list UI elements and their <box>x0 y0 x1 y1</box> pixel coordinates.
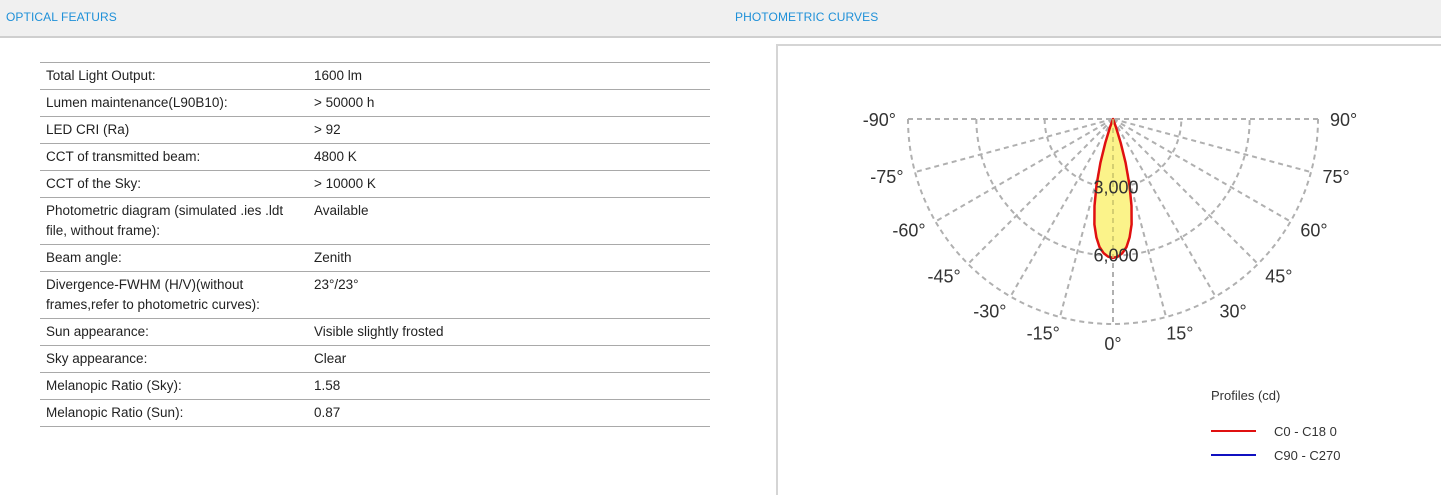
polar-grid-spoke <box>1112 118 1259 265</box>
spec-value: Clear <box>308 345 710 373</box>
spec-label: Sky appearance: <box>40 345 308 373</box>
angle-label-left: -45° <box>928 266 961 286</box>
angle-label-right: 15° <box>1166 323 1193 343</box>
spec-label: CCT of transmitted beam: <box>40 143 308 171</box>
polar-grid-arc <box>1043 118 1183 189</box>
spec-value: 1600 lm <box>308 62 710 90</box>
polar-grid-arc <box>975 118 1251 257</box>
angle-label-right: 75° <box>1322 167 1349 187</box>
polar-grid-spoke <box>1112 118 1217 298</box>
polar-grid-arc <box>907 118 1319 325</box>
angle-label-left: -15° <box>1027 323 1060 343</box>
spec-value: 4800 K <box>308 143 710 171</box>
angle-label-right: 90° <box>1330 110 1357 130</box>
spec-row: CCT of transmitted beam: 4800 K <box>40 143 710 171</box>
polar-grid-spoke <box>914 118 1114 174</box>
spec-label: Total Light Output: <box>40 62 308 90</box>
optical-features-title: OPTICAL FEATURS <box>6 10 117 24</box>
angle-label-right: 60° <box>1300 221 1327 241</box>
legend-label: C0 - C18 0 <box>1274 424 1337 439</box>
spec-label: Photometric diagram (simulated .ies .ldt… <box>40 197 308 245</box>
spec-row: Sun appearance: Visible slightly frosted <box>40 318 710 346</box>
spec-row: Beam angle: Zenith <box>40 244 710 272</box>
spec-row: Photometric diagram (simulated .ies .ldt… <box>40 197 710 245</box>
spec-value: > 10000 K <box>308 170 710 198</box>
spec-row: Sky appearance: Clear <box>40 345 710 373</box>
spec-row: Divergence-FWHM (H/V)(without frames,ref… <box>40 271 710 319</box>
spec-label: CCT of the Sky: <box>40 170 308 198</box>
legend-title: Profiles (cd) <box>1211 388 1280 403</box>
angle-label-right: 45° <box>1265 266 1292 286</box>
legend-label: C90 - C270 <box>1274 448 1340 463</box>
spec-label: Sun appearance: <box>40 318 308 346</box>
spec-label: LED CRI (Ra) <box>40 116 308 144</box>
polar-grid-spoke <box>1112 118 1168 318</box>
spec-value: 23°/23° <box>308 271 710 319</box>
polar-grid-spoke <box>1009 118 1114 298</box>
spec-row: Melanopic Ratio (Sky): 1.58 <box>40 372 710 400</box>
spec-value: Visible slightly frosted <box>308 318 710 346</box>
spec-row: Melanopic Ratio (Sun): 0.87 <box>40 399 710 427</box>
angle-label-left: -75° <box>870 167 903 187</box>
spec-value: 0.87 <box>308 399 710 427</box>
polar-photometric-chart: -90° 90° -75° 75° -60° 60° -45° 45° -30° 30° -15° 1… <box>863 110 1357 463</box>
radial-tick-label: 6,000 <box>1093 246 1138 266</box>
polar-grid-spoke <box>934 118 1114 223</box>
spec-label: Beam angle: <box>40 244 308 272</box>
polar-grid-spoke <box>1112 118 1312 174</box>
photometric-chart-panel: -90° 90° -75° 75° -60° 60° -45° 45° -30° 30° -15° 1… <box>776 44 1441 495</box>
spec-row: CCT of the Sky: > 10000 K <box>40 170 710 198</box>
spec-label: Melanopic Ratio (Sky): <box>40 372 308 400</box>
spec-row: LED CRI (Ra) > 92 <box>40 116 710 144</box>
angle-label-right: 30° <box>1220 301 1247 321</box>
spec-label: Lumen maintenance(L90B10): <box>40 89 308 117</box>
spec-label: Divergence-FWHM (H/V)(without frames,ref… <box>40 271 308 319</box>
angle-label-left: -60° <box>892 221 925 241</box>
spec-value: Available <box>308 197 710 245</box>
spec-value: > 50000 h <box>308 89 710 117</box>
polar-grid-spoke <box>967 118 1114 265</box>
spec-value: 1.58 <box>308 372 710 400</box>
optical-features-table: Total Light Output: 1600 lm Lumen maintena… <box>40 62 710 427</box>
spec-row: Lumen maintenance(L90B10): > 50000 h <box>40 89 710 117</box>
polar-grid-spoke <box>1058 118 1114 318</box>
section-header-bar: OPTICAL FEATURS PHOTOMETRIC CURVES <box>0 0 1441 38</box>
polar-grid-spoke <box>1112 118 1292 223</box>
spec-label: Melanopic Ratio (Sun): <box>40 399 308 427</box>
spec-row: Total Light Output: 1600 lm <box>40 62 710 90</box>
radial-tick-label: 3,000 <box>1093 177 1138 197</box>
spec-value: Zenith <box>308 244 710 272</box>
spec-value: > 92 <box>308 116 710 144</box>
photometric-curves-title: PHOTOMETRIC CURVES <box>735 10 879 24</box>
angle-label-center: 0° <box>1104 334 1121 354</box>
angle-label-left: -30° <box>973 301 1006 321</box>
angle-label-left: -90° <box>863 110 896 130</box>
